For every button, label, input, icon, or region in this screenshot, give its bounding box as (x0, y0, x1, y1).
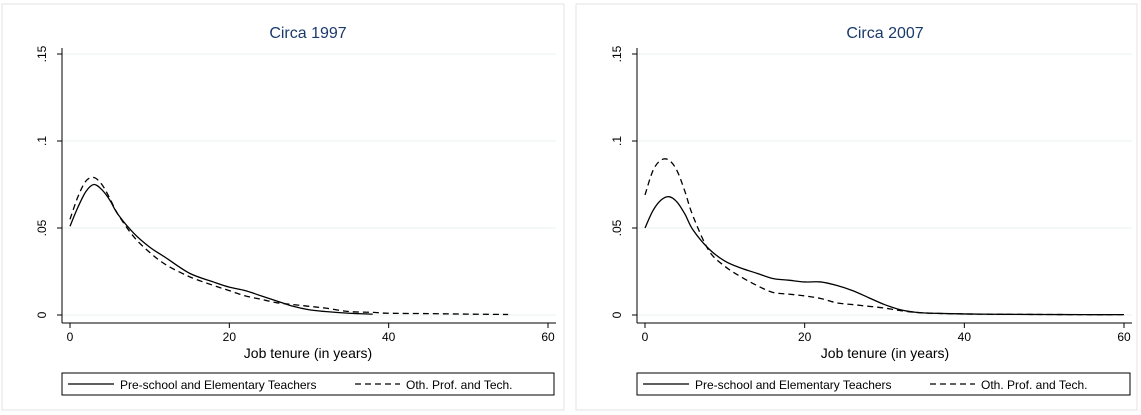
panel-background (1, 3, 565, 411)
legend: Pre-school and Elementary Teachers Oth. … (636, 372, 1131, 396)
legend-entry-1: Oth. Prof. and Tech. (406, 378, 513, 392)
y-tick-label: .05 (610, 219, 624, 236)
y-tick-label: .15 (610, 45, 624, 62)
x-tick-label: 0 (67, 330, 74, 344)
legend-box (61, 372, 555, 396)
legend-entry-0: Pre-school and Elementary Teachers (695, 378, 892, 392)
panel-background (575, 3, 1138, 411)
x-axis-label: Job tenure (in years) (244, 345, 372, 361)
chart-panel-1997: .15 .1 .05 0 0 20 40 60 Circa 1997 Job tenure (… (1, 3, 565, 411)
chart-panel-2007: .15 .1 .05 0 0 20 40 60 Circa 2007 Job tenure (… (575, 3, 1138, 411)
y-tick-label: 0 (610, 311, 624, 318)
x-tick-label: 60 (1117, 330, 1131, 344)
x-tick-label: 20 (798, 330, 812, 344)
y-tick-label: .05 (35, 219, 49, 236)
y-tick-label: .1 (35, 136, 49, 146)
x-tick-label: 0 (642, 330, 649, 344)
chart-title: Circa 2007 (846, 25, 923, 42)
legend-entry-0: Pre-school and Elementary Teachers (120, 378, 317, 392)
series-line-teachers (644, 196, 1125, 316)
series-line-teachers (69, 183, 373, 315)
legend-entry-1: Oth. Prof. and Tech. (981, 378, 1088, 392)
y-tick-label: .15 (35, 45, 49, 62)
x-tick-label: 60 (541, 330, 555, 344)
legend-box (636, 372, 1131, 396)
x-tick-label: 20 (223, 330, 237, 344)
x-tick-label: 40 (382, 330, 396, 344)
y-tick-label: .1 (610, 136, 624, 146)
y-tick-label: 0 (35, 311, 49, 318)
chart-title: Circa 1997 (269, 25, 346, 42)
legend: Pre-school and Elementary Teachers Oth. … (61, 372, 555, 396)
series-line-oth-prof-tech (69, 176, 509, 316)
x-axis-label: Job tenure (in years) (821, 345, 949, 361)
x-tick-label: 40 (958, 330, 972, 344)
